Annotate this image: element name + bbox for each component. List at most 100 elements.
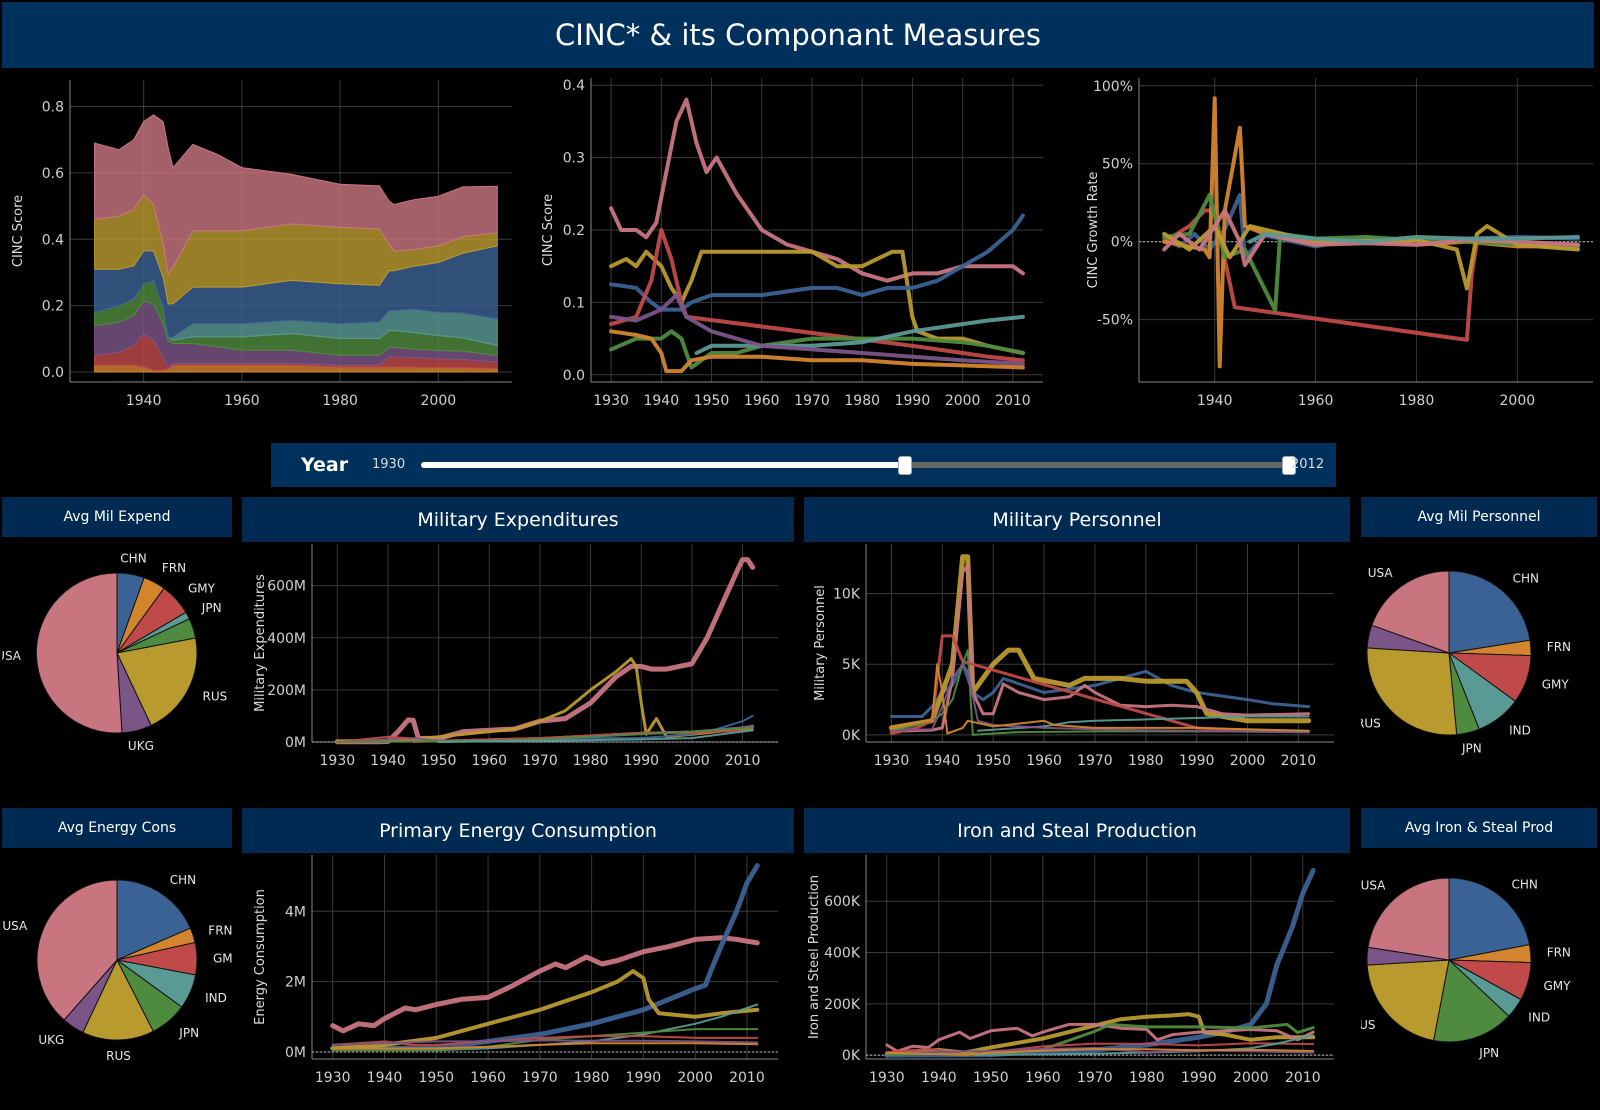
mil-expenditures-chart-panel: 1930 1940 1950 1960 1970 1980 1990 2000 2010 600M…: [242, 542, 794, 792]
x-tick-label: 1930: [869, 1070, 905, 1086]
x-tick-label: 2000: [421, 393, 457, 409]
avg-energy-cons-title-text: Avg Energy Cons: [57, 820, 177, 836]
pie-slice-rus: [116, 637, 198, 727]
x-tick-label: 1950: [418, 1070, 454, 1086]
x-tick-label: 1940: [643, 393, 679, 409]
x-tick-label: 1950: [975, 753, 1011, 769]
x-tick-label: 1960: [224, 393, 260, 409]
area-band-usa: [94, 114, 498, 276]
pie-label: JPN: [1461, 741, 1482, 755]
x-tick-label: 1970: [522, 753, 558, 769]
x-tick-label: 1990: [895, 393, 931, 409]
y-tick-label: 4M: [285, 904, 306, 920]
x-tick-label: 1980: [573, 753, 609, 769]
x-tick-label: 1940: [921, 1070, 957, 1086]
x-tick-label: 2000: [1233, 1070, 1269, 1086]
x-tick-label: 1960: [1026, 753, 1062, 769]
x-tick-label: 1960: [470, 1070, 506, 1086]
pie-slice-rus: [1366, 959, 1450, 1042]
x-tick-label: 1950: [421, 753, 457, 769]
energy-consumption-chart-panel: 1930 1940 1950 1960 1970 1980 1990 2000 2010 4M 2M…: [242, 853, 794, 1108]
avg-energy-cons-pie-panel: CHN FRN GMY IND JPN RUS UKG USA: [2, 856, 232, 1088]
series-line-ind: [976, 715, 1310, 732]
y-tick-label: -50%: [1097, 313, 1133, 329]
pie-label: CHN: [1512, 878, 1538, 892]
mil-expenditures-title-text: Military Expenditures: [417, 508, 619, 531]
y-tick-label: 200K: [824, 997, 861, 1013]
x-tick-label: 1970: [522, 1070, 558, 1086]
series-line-rus: [330, 969, 760, 1051]
gridlines: [1139, 78, 1593, 382]
y-tick-label: 0.2: [42, 299, 64, 315]
x-tick-label: 1980: [574, 1070, 610, 1086]
pie-label: USA: [1361, 879, 1386, 893]
mil-personnel-chart-panel: 1930 1940 1950 1960 1970 1980 1990 2000 2010 10K 5…: [804, 542, 1350, 792]
pie-slice-chn: [1448, 877, 1531, 961]
x-tick-label: 1930: [320, 753, 356, 769]
avg-mil-expend-title: Avg Mil Expend: [2, 497, 232, 537]
series-line-usa: [334, 557, 756, 745]
x-tick-label: 1960: [1298, 393, 1334, 409]
pie-slice-usa: [35, 572, 123, 734]
x-tick-label: 2000: [674, 753, 710, 769]
pie-slice-jpn: [1433, 959, 1510, 1043]
avg-mil-personnel-title: Avg Mil Personnel: [1361, 497, 1597, 537]
avg-iron-steel-title-text: Avg Iron & Steal Prod: [1404, 820, 1554, 836]
pie-label: JPN: [201, 601, 222, 615]
y-axis-title: CINC Growth Rate: [1086, 172, 1101, 289]
year-slider-bar: Year 1930 2012: [271, 443, 1336, 487]
x-tick-label: 1980: [322, 393, 358, 409]
x-tick-label: 1990: [623, 753, 659, 769]
y-tick-label: 400M: [267, 631, 306, 647]
pie-label: GMY: [188, 581, 216, 595]
year-max-label: 2012: [1291, 457, 1325, 472]
series-line-chn: [330, 863, 760, 1051]
y-axis-title: Energy Consumption: [253, 889, 268, 1025]
x-tick-label: 2000: [677, 1070, 713, 1086]
cinc-area-chart: 1940 1960 1980 2000 0.0 0.2 0.4 0.6 0.8 CINC Scor…: [11, 80, 512, 409]
series-line-frn: [331, 1042, 759, 1050]
x-tick-label: 2000: [1230, 753, 1266, 769]
series-line-ukg: [885, 1047, 1315, 1055]
year-slider-label: Year: [301, 454, 349, 476]
pie-label: JPN: [1478, 1046, 1499, 1060]
pie-label: RUS: [106, 1049, 131, 1063]
x-tick-label: 1930: [315, 1070, 351, 1086]
y-tick-label: 400K: [824, 946, 861, 962]
x-tick-label: 1980: [1129, 1070, 1165, 1086]
y-tick-label: 600M: [267, 579, 306, 595]
cinc-line-chart-panel: 1930 1940 1950 1960 1970 1980 1990 2000 2010 0.0 0…: [535, 70, 1070, 425]
x-tick-label: 2010: [1281, 753, 1317, 769]
year-slider-handle-start[interactable]: [897, 456, 912, 475]
avg-mil-personnel-pie: CHNFRNGMYINDJPNRUSUKGUSA: [1361, 566, 1571, 756]
pie-label: IND: [1528, 1011, 1550, 1025]
gridlines: [591, 78, 1043, 382]
y-tick-label: 0.4: [42, 232, 64, 248]
avg-energy-cons-pie: CHN FRN GMY IND JPN RUS UKG USA: [2, 873, 232, 1063]
y-axis-title: Military Expenditures: [253, 574, 268, 712]
series-line-ukg: [331, 1039, 759, 1046]
year-slider-fill: [421, 462, 904, 468]
dashboard-header: CINC* & its Componant Measures: [2, 2, 1594, 68]
x-tick-label: 1970: [794, 393, 830, 409]
x-tick-label: 1940: [924, 753, 960, 769]
pie-label: CHN: [170, 873, 196, 887]
year-slider-handle-end[interactable]: [1282, 456, 1296, 475]
series-line-jpn: [609, 329, 1025, 370]
y-tick-label: 0K: [842, 728, 861, 744]
x-tick-label: 2000: [945, 393, 981, 409]
pie-slice-chn: [1448, 570, 1531, 654]
series-line-ind: [694, 314, 1025, 355]
pie-label: RUS: [1361, 1018, 1376, 1032]
y-tick-label: 0.0: [563, 368, 585, 384]
x-tick-label: 2010: [995, 393, 1031, 409]
gridlines: [312, 544, 778, 743]
series-line-frn: [609, 329, 1025, 374]
series-line-usa: [1162, 208, 1580, 268]
avg-mil-expend-title-text: Avg Mil Expend: [63, 509, 171, 525]
avg-iron-steel-pie: CHNFRNGMYINDJPNRUSUKGUSA: [1361, 877, 1571, 1060]
mil-personnel-chart: 1930 1940 1950 1960 1970 1980 1990 2000 2010 10K 5…: [813, 544, 1334, 769]
avg-iron-steel-pie-panel: CHNFRNGMYINDJPNRUSUKGUSA: [1361, 856, 1597, 1088]
